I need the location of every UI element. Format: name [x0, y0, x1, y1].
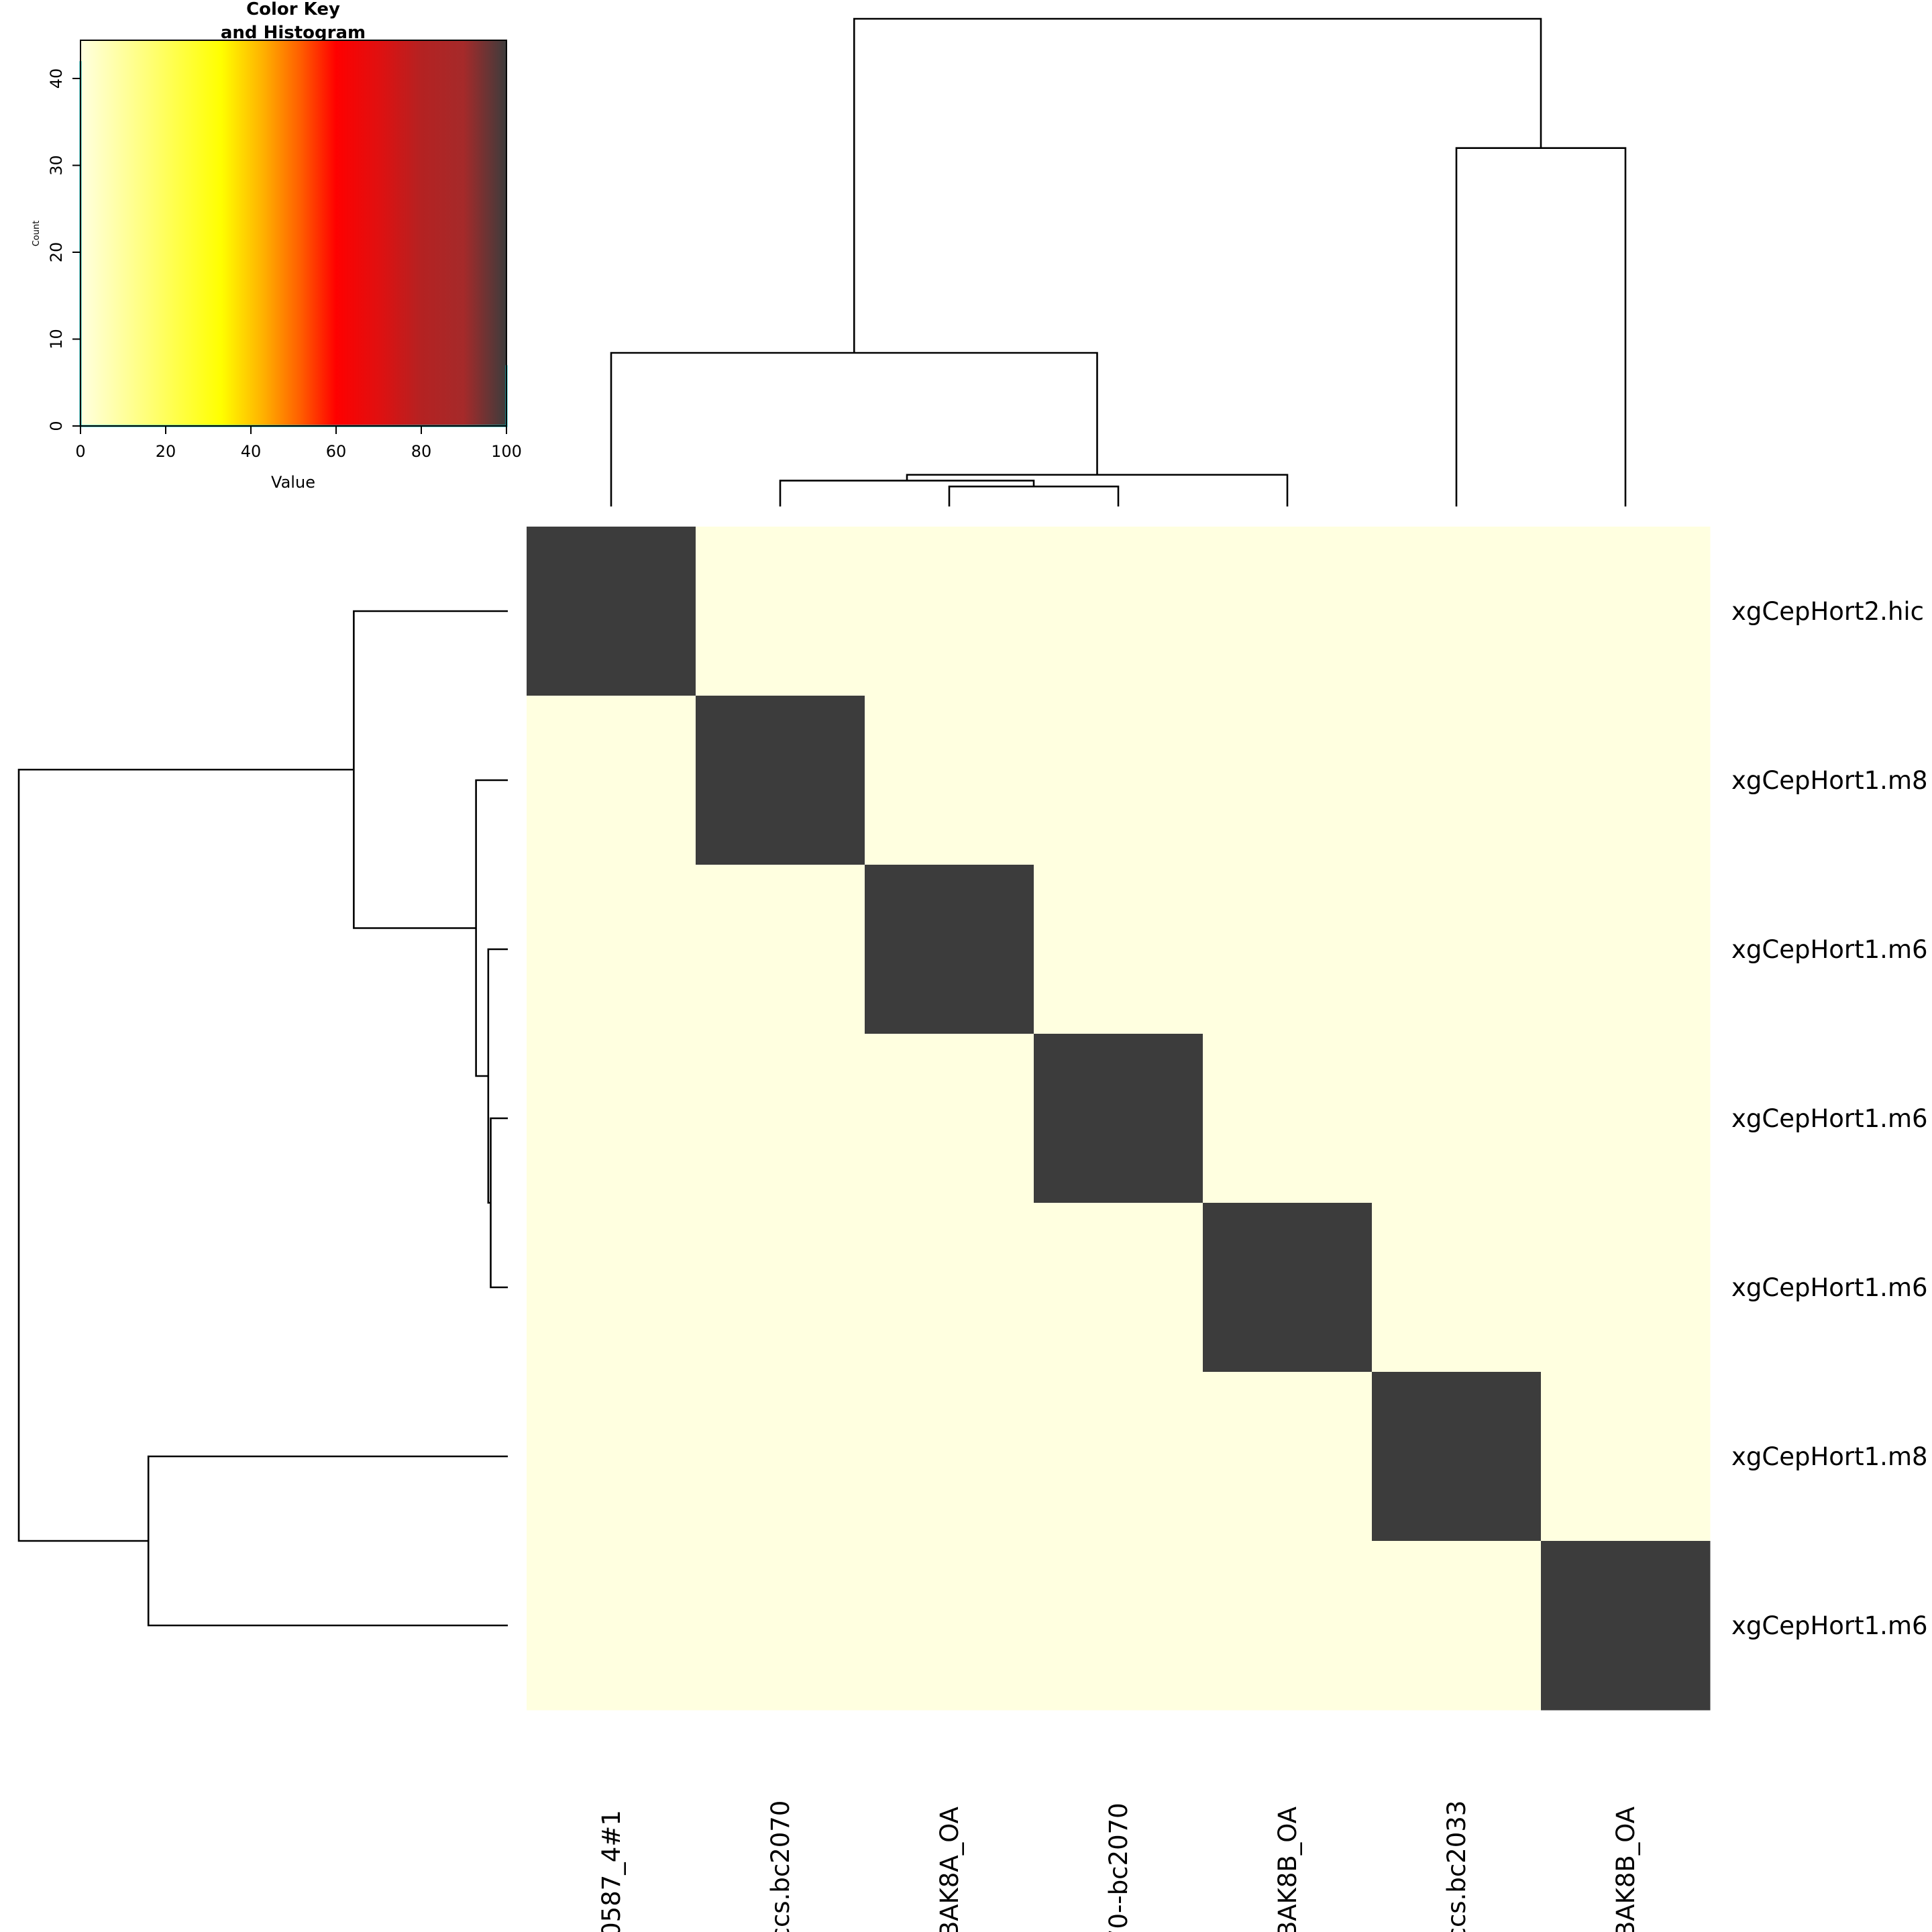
heatmap-cell — [1372, 865, 1542, 1034]
color-key-title: Color Key — [246, 0, 340, 19]
color-key-y-axis: 0 10 20 30 40 — [47, 68, 80, 431]
heatmap-cell — [696, 1203, 865, 1373]
heatmap-cell — [1203, 865, 1373, 1034]
dendrogram-branch — [906, 474, 1289, 506]
heatmap-cell — [527, 865, 696, 1034]
row-labels: xgCepHort2.hic xgCepHort1.m8 xgCepHort1.m6… — [1731, 597, 1928, 1640]
y-tick-label: 40 — [47, 68, 66, 89]
y-tick-label: 20 — [47, 242, 66, 263]
row-label: xgCepHort1.m6 — [1731, 1611, 1928, 1640]
heatmap-cell — [1034, 1034, 1203, 1203]
heatmap-cell — [1034, 696, 1203, 865]
column-dendrogram — [610, 17, 1627, 506]
heatmap-cell — [1203, 1372, 1373, 1542]
heatmap-cell — [1541, 696, 1711, 865]
heatmap-cell — [527, 696, 696, 865]
heatmap-cell — [865, 696, 1034, 865]
dendrogram-branch — [17, 768, 354, 1542]
heatmap-cell — [1541, 1372, 1711, 1542]
row-label: xgCepHort1.m6 — [1731, 935, 1928, 964]
y-tick-label: 0 — [47, 421, 66, 431]
heatmap-cell — [1541, 1034, 1711, 1203]
column-label: 4_s3.ccs.bc2070 — [766, 1801, 795, 1932]
heatmap-cell — [696, 696, 865, 865]
heatmap-cell — [1372, 1541, 1542, 1711]
column-label: 7_s1.ccs.bc2033 — [1442, 1801, 1471, 1932]
heatmap-cell — [1372, 1372, 1542, 1542]
row-label: xgCepHort1.m6 — [1731, 1273, 1928, 1302]
heatmap-cell — [1203, 1541, 1373, 1711]
heatmap-cell — [1034, 865, 1203, 1034]
heatmap-cells — [527, 527, 1711, 1711]
heatmap-cell — [1541, 1541, 1711, 1711]
heatmap-cell — [1034, 527, 1203, 696]
heatmap-cell — [1372, 1203, 1542, 1373]
dendrogram-branch — [490, 1117, 508, 1289]
heatmap-cell — [1372, 1034, 1542, 1203]
heatmap-cell — [1034, 1203, 1203, 1373]
heatmap-cell — [865, 1541, 1034, 1711]
dendrogram-branch — [853, 17, 1542, 353]
color-key-y-label: Count — [32, 221, 42, 247]
heatmap-cell — [865, 1372, 1034, 1542]
heatmap-cell — [1541, 865, 1711, 1034]
heatmap-cell — [527, 527, 696, 696]
heatmap-cell — [865, 865, 1034, 1034]
column-label: .019_BAK8B_OA — [1611, 1807, 1640, 1932]
dendrogram-branch — [353, 610, 508, 929]
column-label: .008_BAK8A_OA — [935, 1807, 964, 1932]
heatmap-cell — [1372, 527, 1542, 696]
heatmap-cell — [1203, 696, 1373, 865]
row-label: xgCepHort1.m8 — [1731, 1442, 1928, 1471]
x-tick-label: 20 — [156, 442, 176, 461]
heatmap-cell — [1541, 1203, 1711, 1373]
heatmap-cell — [865, 527, 1034, 696]
heatmap-cell — [865, 1034, 1034, 1203]
dendrogram-branch — [1455, 147, 1627, 506]
heatmap-cell — [865, 1203, 1034, 1373]
heatmap-cell — [1034, 1372, 1203, 1542]
column-label: .019_BAK8B_OA — [1273, 1807, 1302, 1932]
heatmap-cell — [1034, 1541, 1203, 1711]
color-key: Color Key and Histogram 0 20 40 60 80 100 010… — [32, 0, 522, 492]
dendrogram-branch — [147, 1455, 508, 1627]
color-key-x-label: Value — [271, 473, 315, 492]
x-tick-label: 60 — [326, 442, 347, 461]
dendrogram-branch — [475, 779, 508, 1077]
heatmap-cell — [696, 1372, 865, 1542]
heatmap-cell — [1541, 527, 1711, 696]
y-tick-label: 30 — [47, 155, 66, 176]
dendrogram-branch — [610, 352, 1098, 506]
heatmap-cell — [527, 1203, 696, 1373]
column-label: .hic.40587_4#1 — [597, 1810, 626, 1932]
x-tick-label: 80 — [411, 442, 432, 461]
heatmap-cell — [696, 527, 865, 696]
column-label: bc2070--bc2070 — [1104, 1803, 1133, 1932]
heatmap-cell — [696, 1541, 865, 1711]
x-tick-label: 0 — [75, 442, 85, 461]
heatmap-cell — [1372, 696, 1542, 865]
heatmap-cell — [527, 1034, 696, 1203]
heatmap-cell — [1203, 527, 1373, 696]
heatmap-cell — [527, 1372, 696, 1542]
dendrogram-branch — [779, 480, 1035, 506]
heatmap-cell — [1203, 1203, 1373, 1373]
row-dendrogram — [17, 610, 508, 1627]
heatmap-cell — [696, 1034, 865, 1203]
column-labels: .hic.40587_4#1 4_s3.ccs.bc2070 .008_BAK8A_… — [597, 1801, 1640, 1932]
row-label: xgCepHort2.hic — [1731, 597, 1924, 626]
row-label: xgCepHort1.m8 — [1731, 766, 1928, 795]
heatmap-cell — [696, 865, 865, 1034]
dendrogram-branch — [948, 485, 1120, 506]
heatmap-cell — [1203, 1034, 1373, 1203]
color-key-x-axis: 0 20 40 60 80 100 — [75, 426, 522, 461]
row-label: xgCepHort1.m6 — [1731, 1104, 1928, 1133]
color-key-gradient — [80, 40, 506, 426]
heatmap-cell — [527, 1541, 696, 1711]
x-tick-label: 100 — [491, 442, 522, 461]
x-tick-label: 40 — [241, 442, 262, 461]
color-key-frame — [80, 40, 507, 427]
y-tick-label: 10 — [47, 329, 66, 350]
